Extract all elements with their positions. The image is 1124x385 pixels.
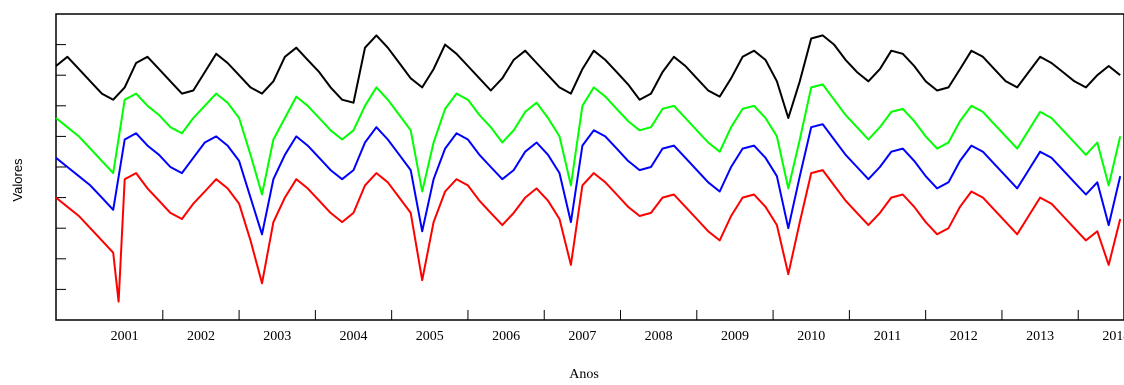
x-tick-label: 2014	[1102, 329, 1124, 344]
series-line-3	[55, 169, 1122, 303]
plot-frame	[55, 13, 1124, 321]
x-tick-label: 2012	[950, 329, 978, 344]
x-tick-label: 2001	[111, 329, 139, 344]
y-axis-title: Valores	[10, 158, 25, 202]
x-tick-label: 2006	[492, 329, 520, 344]
series-line-1	[55, 83, 1122, 196]
series-line-2	[55, 123, 1122, 236]
x-tick-label: 2004	[340, 329, 368, 344]
x-tick-label: 2009	[721, 329, 749, 344]
x-tick-label: 2003	[263, 329, 291, 344]
x-tick-label: 2005	[416, 329, 444, 344]
x-tick-label: 2013	[1026, 329, 1054, 344]
x-tick-label: 2010	[797, 329, 825, 344]
x-axis-ticks	[162, 310, 1079, 320]
x-tick-labels: 2001 2002 2003 2004 2005 2006 2007 2008 2009 2010…	[111, 329, 1124, 344]
x-axis-title: Anos	[569, 367, 599, 382]
x-tick-label: 2002	[187, 329, 215, 344]
series-line-0	[55, 34, 1121, 119]
y-axis-ticks	[56, 44, 66, 290]
x-tick-label: 2011	[874, 329, 901, 344]
x-tick-label: 2007	[568, 329, 596, 344]
series-group	[55, 34, 1122, 303]
x-tick-label: 2008	[645, 329, 673, 344]
